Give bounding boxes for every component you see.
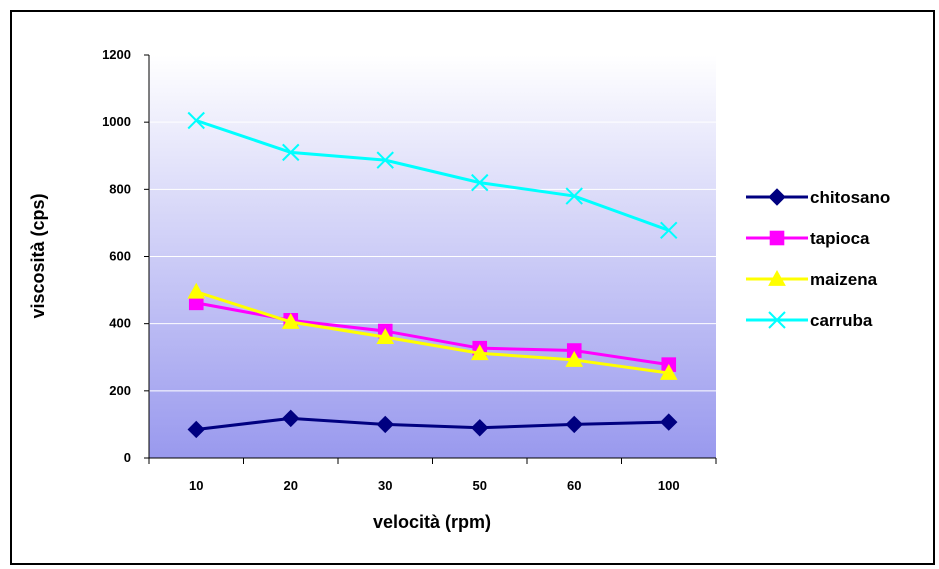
y-tick-label: 1200 <box>102 47 131 62</box>
diamond-marker-point <box>660 413 678 431</box>
diamond-marker-point <box>376 415 394 434</box>
diamond-marker-point <box>187 420 205 439</box>
square-marker-legend <box>769 230 785 246</box>
diamond-marker-point <box>565 415 583 434</box>
x-marker-point <box>660 221 678 240</box>
y-axis-title: viscosità (cps) <box>28 193 48 318</box>
legend-label: carruba <box>810 311 873 330</box>
diamond-marker-point <box>282 409 300 428</box>
legend-entry: carruba <box>746 311 873 330</box>
x-marker-point <box>565 187 583 205</box>
triangle-marker-point <box>376 328 395 344</box>
series-maizena <box>187 282 678 380</box>
diamond-marker-point <box>471 419 489 437</box>
x-tick-label: 20 <box>284 478 298 493</box>
x-tick-label: 30 <box>378 478 392 493</box>
triangle-marker-point <box>281 312 300 329</box>
x-marker-legend <box>768 311 786 329</box>
x-marker-point <box>282 143 300 162</box>
diamond-marker-legend <box>768 188 786 206</box>
legend-entry: tapioca <box>746 229 870 248</box>
y-tick-label: 200 <box>109 383 131 398</box>
series-chitosano <box>187 409 678 439</box>
x-tick-label: 50 <box>473 478 487 493</box>
y-tick-label: 600 <box>109 249 131 264</box>
y-tick-label: 400 <box>109 316 131 331</box>
legend-entry: chitosano <box>746 188 890 207</box>
triangle-marker-legend <box>768 269 786 286</box>
series-line <box>195 290 669 375</box>
x-tick-label: 100 <box>658 478 680 493</box>
x-axis-title: velocità (rpm) <box>373 512 491 532</box>
x-tick-label: 60 <box>567 478 581 493</box>
series-line <box>195 119 670 232</box>
triangle-marker-point <box>187 282 206 299</box>
x-marker-point <box>376 151 394 169</box>
x-tick-label: 10 <box>189 478 203 493</box>
legend-label: chitosano <box>810 188 890 207</box>
triangle-marker-point <box>470 344 489 361</box>
legend-label: maizena <box>810 270 878 289</box>
x-marker-point <box>471 173 489 192</box>
triangle-marker-point <box>565 350 584 367</box>
y-tick-label: 1000 <box>102 114 131 129</box>
y-tick-label: 800 <box>109 181 131 196</box>
legend-label: tapioca <box>810 229 870 248</box>
series-carruba <box>187 111 678 240</box>
x-marker-point <box>187 111 205 130</box>
legend-entry: maizena <box>746 269 878 289</box>
y-tick-label: 0 <box>124 450 131 465</box>
triangle-marker-point <box>659 364 678 380</box>
series-line <box>196 416 669 431</box>
